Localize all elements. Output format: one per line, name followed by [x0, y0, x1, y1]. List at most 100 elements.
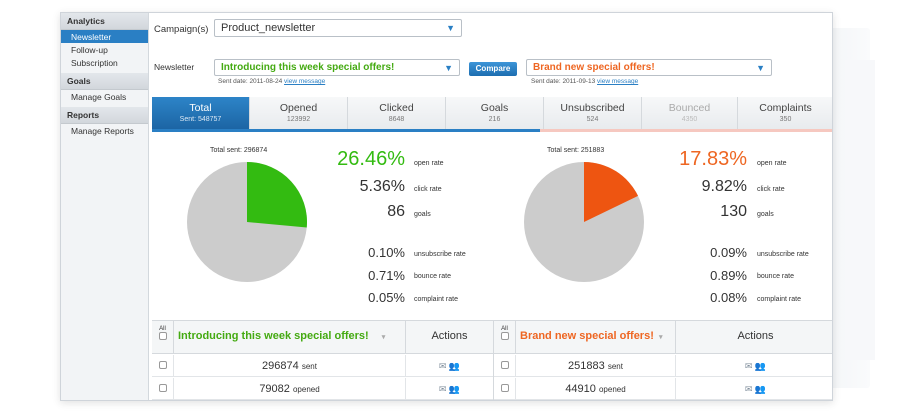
- table-header-actions: Actions: [676, 321, 832, 354]
- row-actions[interactable]: ✉ 👥: [406, 355, 493, 377]
- sidebar-section-analytics: Analytics: [61, 13, 148, 30]
- sidebar: Analytics Newsletter Follow-up Subscript…: [61, 13, 149, 400]
- tab-label: Opened: [279, 102, 318, 114]
- right-goals: 130: [720, 203, 747, 220]
- row-checkbox[interactable]: [500, 361, 509, 369]
- compare-button[interactable]: Compare: [469, 62, 517, 76]
- left-complaint-label: complaint rate: [414, 296, 458, 303]
- table-header-all: All: [494, 321, 516, 354]
- view-message-link-left[interactable]: view message: [284, 78, 326, 85]
- newsletter-right-value: Brand new special offers!: [533, 62, 655, 73]
- chevron-down-icon: ▼: [756, 63, 765, 73]
- tab-value: 123992: [286, 116, 311, 123]
- tab-label: Complaints: [759, 102, 812, 114]
- table-header-actions: Actions: [406, 321, 493, 354]
- right-complaint-rate: 0.08%: [710, 290, 747, 305]
- row-checkbox-cell: [152, 355, 174, 377]
- pie-slice-open: [247, 162, 307, 228]
- right-bounce-rate: 0.89%: [710, 268, 747, 283]
- left-pie-chart: [187, 162, 307, 282]
- newsletter-left-value: Introducing this week special offers!: [221, 62, 395, 73]
- table-title: Brand new special offers!: [520, 330, 654, 342]
- right-table: All Brand new special offers! ▾ Actions …: [493, 320, 832, 400]
- tab-value: Sent: 548757: [179, 116, 222, 123]
- tab-bounced[interactable]: Bounced 4350: [642, 97, 738, 129]
- people-icon[interactable]: 👥: [754, 361, 767, 371]
- row-number: 79082: [259, 383, 290, 395]
- right-bounce-label: bounce rate: [757, 273, 794, 280]
- left-goals: 86: [387, 203, 405, 220]
- right-click-label: click rate: [757, 186, 785, 193]
- left-goals-label: goals: [414, 211, 431, 218]
- select-all-checkbox[interactable]: [158, 332, 167, 340]
- tab-value: 8648: [388, 116, 405, 123]
- tab-label: Clicked: [379, 102, 414, 114]
- tab-value: 524: [586, 116, 599, 123]
- tab-label: Bounced: [668, 102, 711, 114]
- left-open-label: open rate: [414, 160, 444, 167]
- sidebar-item-manage-reports[interactable]: Manage Reports: [71, 125, 134, 136]
- row-checkbox[interactable]: [500, 384, 509, 392]
- table-title: Introducing this week special offers!: [178, 330, 369, 342]
- sent-date-text: Sent date: 2011-08-24: [218, 78, 283, 85]
- row-checkbox-cell: [494, 378, 516, 400]
- right-open-rate: 17.83%: [679, 148, 747, 170]
- tab-label: Total: [189, 102, 212, 114]
- table-row: 44910 opened: [516, 378, 676, 400]
- sort-icon[interactable]: ▾: [381, 334, 386, 341]
- tab-complaints[interactable]: Complaints 350: [738, 97, 832, 129]
- sidebar-item-subscription[interactable]: Subscription: [71, 57, 118, 68]
- sidebar-section-reports: Reports: [61, 107, 148, 124]
- campaign-select[interactable]: Product_newsletter ▼: [214, 19, 462, 37]
- right-complaint-label: complaint rate: [757, 296, 801, 303]
- newsletter-right-select[interactable]: Brand new special offers! ▼: [526, 59, 772, 76]
- row-actions[interactable]: ✉ 👥: [676, 355, 832, 377]
- right-goals-label: goals: [757, 211, 774, 218]
- row-number: 251883: [568, 360, 605, 372]
- sidebar-item-follow-up[interactable]: Follow-up: [71, 44, 108, 55]
- people-icon[interactable]: 👥: [448, 384, 461, 394]
- row-checkbox[interactable]: [158, 384, 167, 392]
- view-message-link-right[interactable]: view message: [597, 78, 639, 85]
- left-open-rate: 26.46%: [337, 148, 405, 170]
- select-all-checkbox[interactable]: [500, 332, 509, 340]
- left-complaint-rate: 0.05%: [368, 290, 405, 305]
- row-checkbox-cell: [494, 355, 516, 377]
- tab-goals[interactable]: Goals 216: [446, 97, 544, 129]
- main-panel: Campaign(s) Product_newsletter ▼ Newslet…: [150, 13, 832, 400]
- row-checkbox-cell: [152, 378, 174, 400]
- row-actions[interactable]: ✉ 👥: [676, 378, 832, 400]
- app-window: Analytics Newsletter Follow-up Subscript…: [60, 12, 833, 401]
- row-number: 296874: [262, 360, 299, 372]
- right-unsub-rate: 0.09%: [710, 245, 747, 260]
- tab-clicked[interactable]: Clicked 8648: [348, 97, 446, 129]
- chevron-down-icon: ▼: [446, 23, 455, 33]
- row-unit: sent: [607, 362, 623, 371]
- tab-unsubscribed[interactable]: Unsubscribed 524: [544, 97, 642, 129]
- row-checkbox[interactable]: [158, 361, 167, 369]
- sidebar-item-newsletter[interactable]: Newsletter: [61, 30, 148, 43]
- right-unsub-label: unsubscribe rate: [757, 251, 809, 258]
- metric-tabs: Total Sent: 548757 Opened 123992 Clicked…: [152, 97, 832, 132]
- table-row: 296874 sent: [174, 355, 406, 377]
- pie-slice-open: [584, 162, 639, 222]
- left-table: All Introducing this week special offers…: [152, 320, 493, 400]
- table-header-all: All: [152, 321, 174, 354]
- people-icon[interactable]: 👥: [448, 361, 461, 371]
- sort-icon[interactable]: ▾: [658, 334, 663, 341]
- tab-value: 4350: [681, 116, 698, 123]
- right-total-sent: Total sent: 251883: [547, 147, 605, 154]
- sidebar-item-manage-goals[interactable]: Manage Goals: [71, 91, 127, 102]
- table-row: 79082 opened: [174, 378, 406, 400]
- sidebar-section-goals: Goals: [61, 73, 148, 90]
- newsletter-left-select[interactable]: Introducing this week special offers! ▼: [214, 59, 460, 76]
- left-click-rate: 5.36%: [359, 178, 405, 195]
- background-window-shadow-2: [845, 60, 875, 360]
- tab-total[interactable]: Total Sent: 548757: [152, 97, 250, 129]
- tab-opened[interactable]: Opened 123992: [250, 97, 348, 129]
- tab-value: 350: [779, 116, 792, 123]
- row-actions[interactable]: ✉ 👥: [406, 378, 493, 400]
- table-row: 251883 sent: [516, 355, 676, 377]
- row-unit: opened: [598, 385, 626, 394]
- people-icon[interactable]: 👥: [754, 384, 767, 394]
